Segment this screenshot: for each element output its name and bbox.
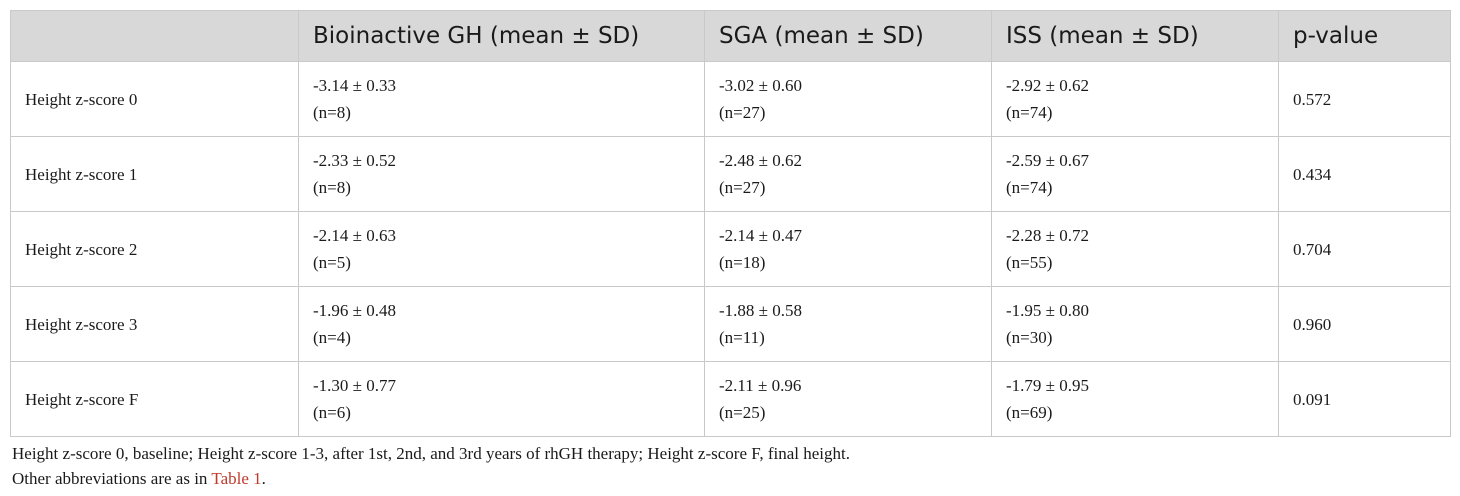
sample-size: (n=74) xyxy=(1006,103,1053,122)
bioinactive-cell: -2.14 ± 0.63 (n=5) xyxy=(298,211,705,287)
sample-size: (n=4) xyxy=(313,328,351,347)
footnote-abbreviations: Other abbreviations are as in Table 1. xyxy=(12,466,850,491)
mean-sd-value: -3.02 ± 0.60 xyxy=(719,76,802,95)
iss-cell: -2.92 ± 0.62 (n=74) xyxy=(991,61,1279,137)
mean-sd-value: -3.14 ± 0.33 xyxy=(313,76,396,95)
header-cell-bioinactive-gh: Bioinactive GH (mean ± SD) xyxy=(298,10,705,62)
bioinactive-cell: -3.14 ± 0.33 (n=8) xyxy=(298,61,705,137)
p-value-cell: 0.434 xyxy=(1278,136,1451,212)
footnote-prefix: Other abbreviations are as in xyxy=(12,469,212,488)
sample-size: (n=30) xyxy=(1006,328,1053,347)
mean-sd-value: -1.96 ± 0.48 xyxy=(313,301,396,320)
mean-sd-value: -1.95 ± 0.80 xyxy=(1006,301,1089,320)
sample-size: (n=8) xyxy=(313,103,351,122)
sga-cell: -1.88 ± 0.58 (n=11) xyxy=(704,286,992,362)
sga-cell: -2.14 ± 0.47 (n=18) xyxy=(704,211,992,287)
header-cell-empty xyxy=(10,10,299,62)
sample-size: (n=74) xyxy=(1006,178,1053,197)
mean-sd-value: -2.92 ± 0.62 xyxy=(1006,76,1089,95)
mean-sd-value: -1.88 ± 0.58 xyxy=(719,301,802,320)
sample-size: (n=27) xyxy=(719,103,766,122)
bioinactive-cell: -1.96 ± 0.48 (n=4) xyxy=(298,286,705,362)
bioinactive-cell: -1.30 ± 0.77 (n=6) xyxy=(298,361,705,437)
row-label: Height z-score 3 xyxy=(10,286,299,362)
table-row: Height z-score 3 -1.96 ± 0.48 (n=4) -1.8… xyxy=(10,286,1451,362)
p-value-cell: 0.091 xyxy=(1278,361,1451,437)
mean-sd-value: -2.14 ± 0.63 xyxy=(313,226,396,245)
footnote-definitions: Height z-score 0, baseline; Height z-sco… xyxy=(12,444,850,463)
bioinactive-cell: -2.33 ± 0.52 (n=8) xyxy=(298,136,705,212)
table-header-row: Bioinactive GH (mean ± SD) SGA (mean ± S… xyxy=(10,10,1451,62)
mean-sd-value: -1.30 ± 0.77 xyxy=(313,376,396,395)
table-footnote: Height z-score 0, baseline; Height z-sco… xyxy=(12,441,850,491)
sample-size: (n=5) xyxy=(313,253,351,272)
sga-cell: -2.11 ± 0.96 (n=25) xyxy=(704,361,992,437)
header-cell-sga: SGA (mean ± SD) xyxy=(704,10,992,62)
table-row: Height z-score 2 -2.14 ± 0.63 (n=5) -2.1… xyxy=(10,211,1451,287)
iss-cell: -2.59 ± 0.67 (n=74) xyxy=(991,136,1279,212)
table-1-link[interactable]: Table 1 xyxy=(211,469,262,488)
sample-size: (n=55) xyxy=(1006,253,1053,272)
sample-size: (n=8) xyxy=(313,178,351,197)
table-row: Height z-score 0 -3.14 ± 0.33 (n=8) -3.0… xyxy=(10,61,1451,137)
results-table-container: Bioinactive GH (mean ± SD) SGA (mean ± S… xyxy=(10,10,1451,437)
sample-size: (n=6) xyxy=(313,403,351,422)
mean-sd-value: -2.48 ± 0.62 xyxy=(719,151,802,170)
sample-size: (n=69) xyxy=(1006,403,1053,422)
sample-size: (n=25) xyxy=(719,403,766,422)
iss-cell: -1.95 ± 0.80 (n=30) xyxy=(991,286,1279,362)
mean-sd-value: -2.14 ± 0.47 xyxy=(719,226,802,245)
header-cell-iss: ISS (mean ± SD) xyxy=(991,10,1279,62)
row-label: Height z-score F xyxy=(10,361,299,437)
row-label: Height z-score 1 xyxy=(10,136,299,212)
p-value-cell: 0.572 xyxy=(1278,61,1451,137)
row-label: Height z-score 0 xyxy=(10,61,299,137)
sga-cell: -3.02 ± 0.60 (n=27) xyxy=(704,61,992,137)
sga-cell: -2.48 ± 0.62 (n=27) xyxy=(704,136,992,212)
p-value-cell: 0.960 xyxy=(1278,286,1451,362)
header-cell-p-value: p-value xyxy=(1278,10,1451,62)
mean-sd-value: -2.33 ± 0.52 xyxy=(313,151,396,170)
iss-cell: -1.79 ± 0.95 (n=69) xyxy=(991,361,1279,437)
iss-cell: -2.28 ± 0.72 (n=55) xyxy=(991,211,1279,287)
mean-sd-value: -2.59 ± 0.67 xyxy=(1006,151,1089,170)
table-row: Height z-score 1 -2.33 ± 0.52 (n=8) -2.4… xyxy=(10,136,1451,212)
mean-sd-value: -1.79 ± 0.95 xyxy=(1006,376,1089,395)
row-label: Height z-score 2 xyxy=(10,211,299,287)
sample-size: (n=11) xyxy=(719,328,765,347)
mean-sd-value: -2.28 ± 0.72 xyxy=(1006,226,1089,245)
mean-sd-value: -2.11 ± 0.96 xyxy=(719,376,802,395)
sample-size: (n=27) xyxy=(719,178,766,197)
p-value-cell: 0.704 xyxy=(1278,211,1451,287)
sample-size: (n=18) xyxy=(719,253,766,272)
footnote-suffix: . xyxy=(261,469,266,488)
results-table: Bioinactive GH (mean ± SD) SGA (mean ± S… xyxy=(10,10,1451,437)
table-row: Height z-score F -1.30 ± 0.77 (n=6) -2.1… xyxy=(10,361,1451,437)
